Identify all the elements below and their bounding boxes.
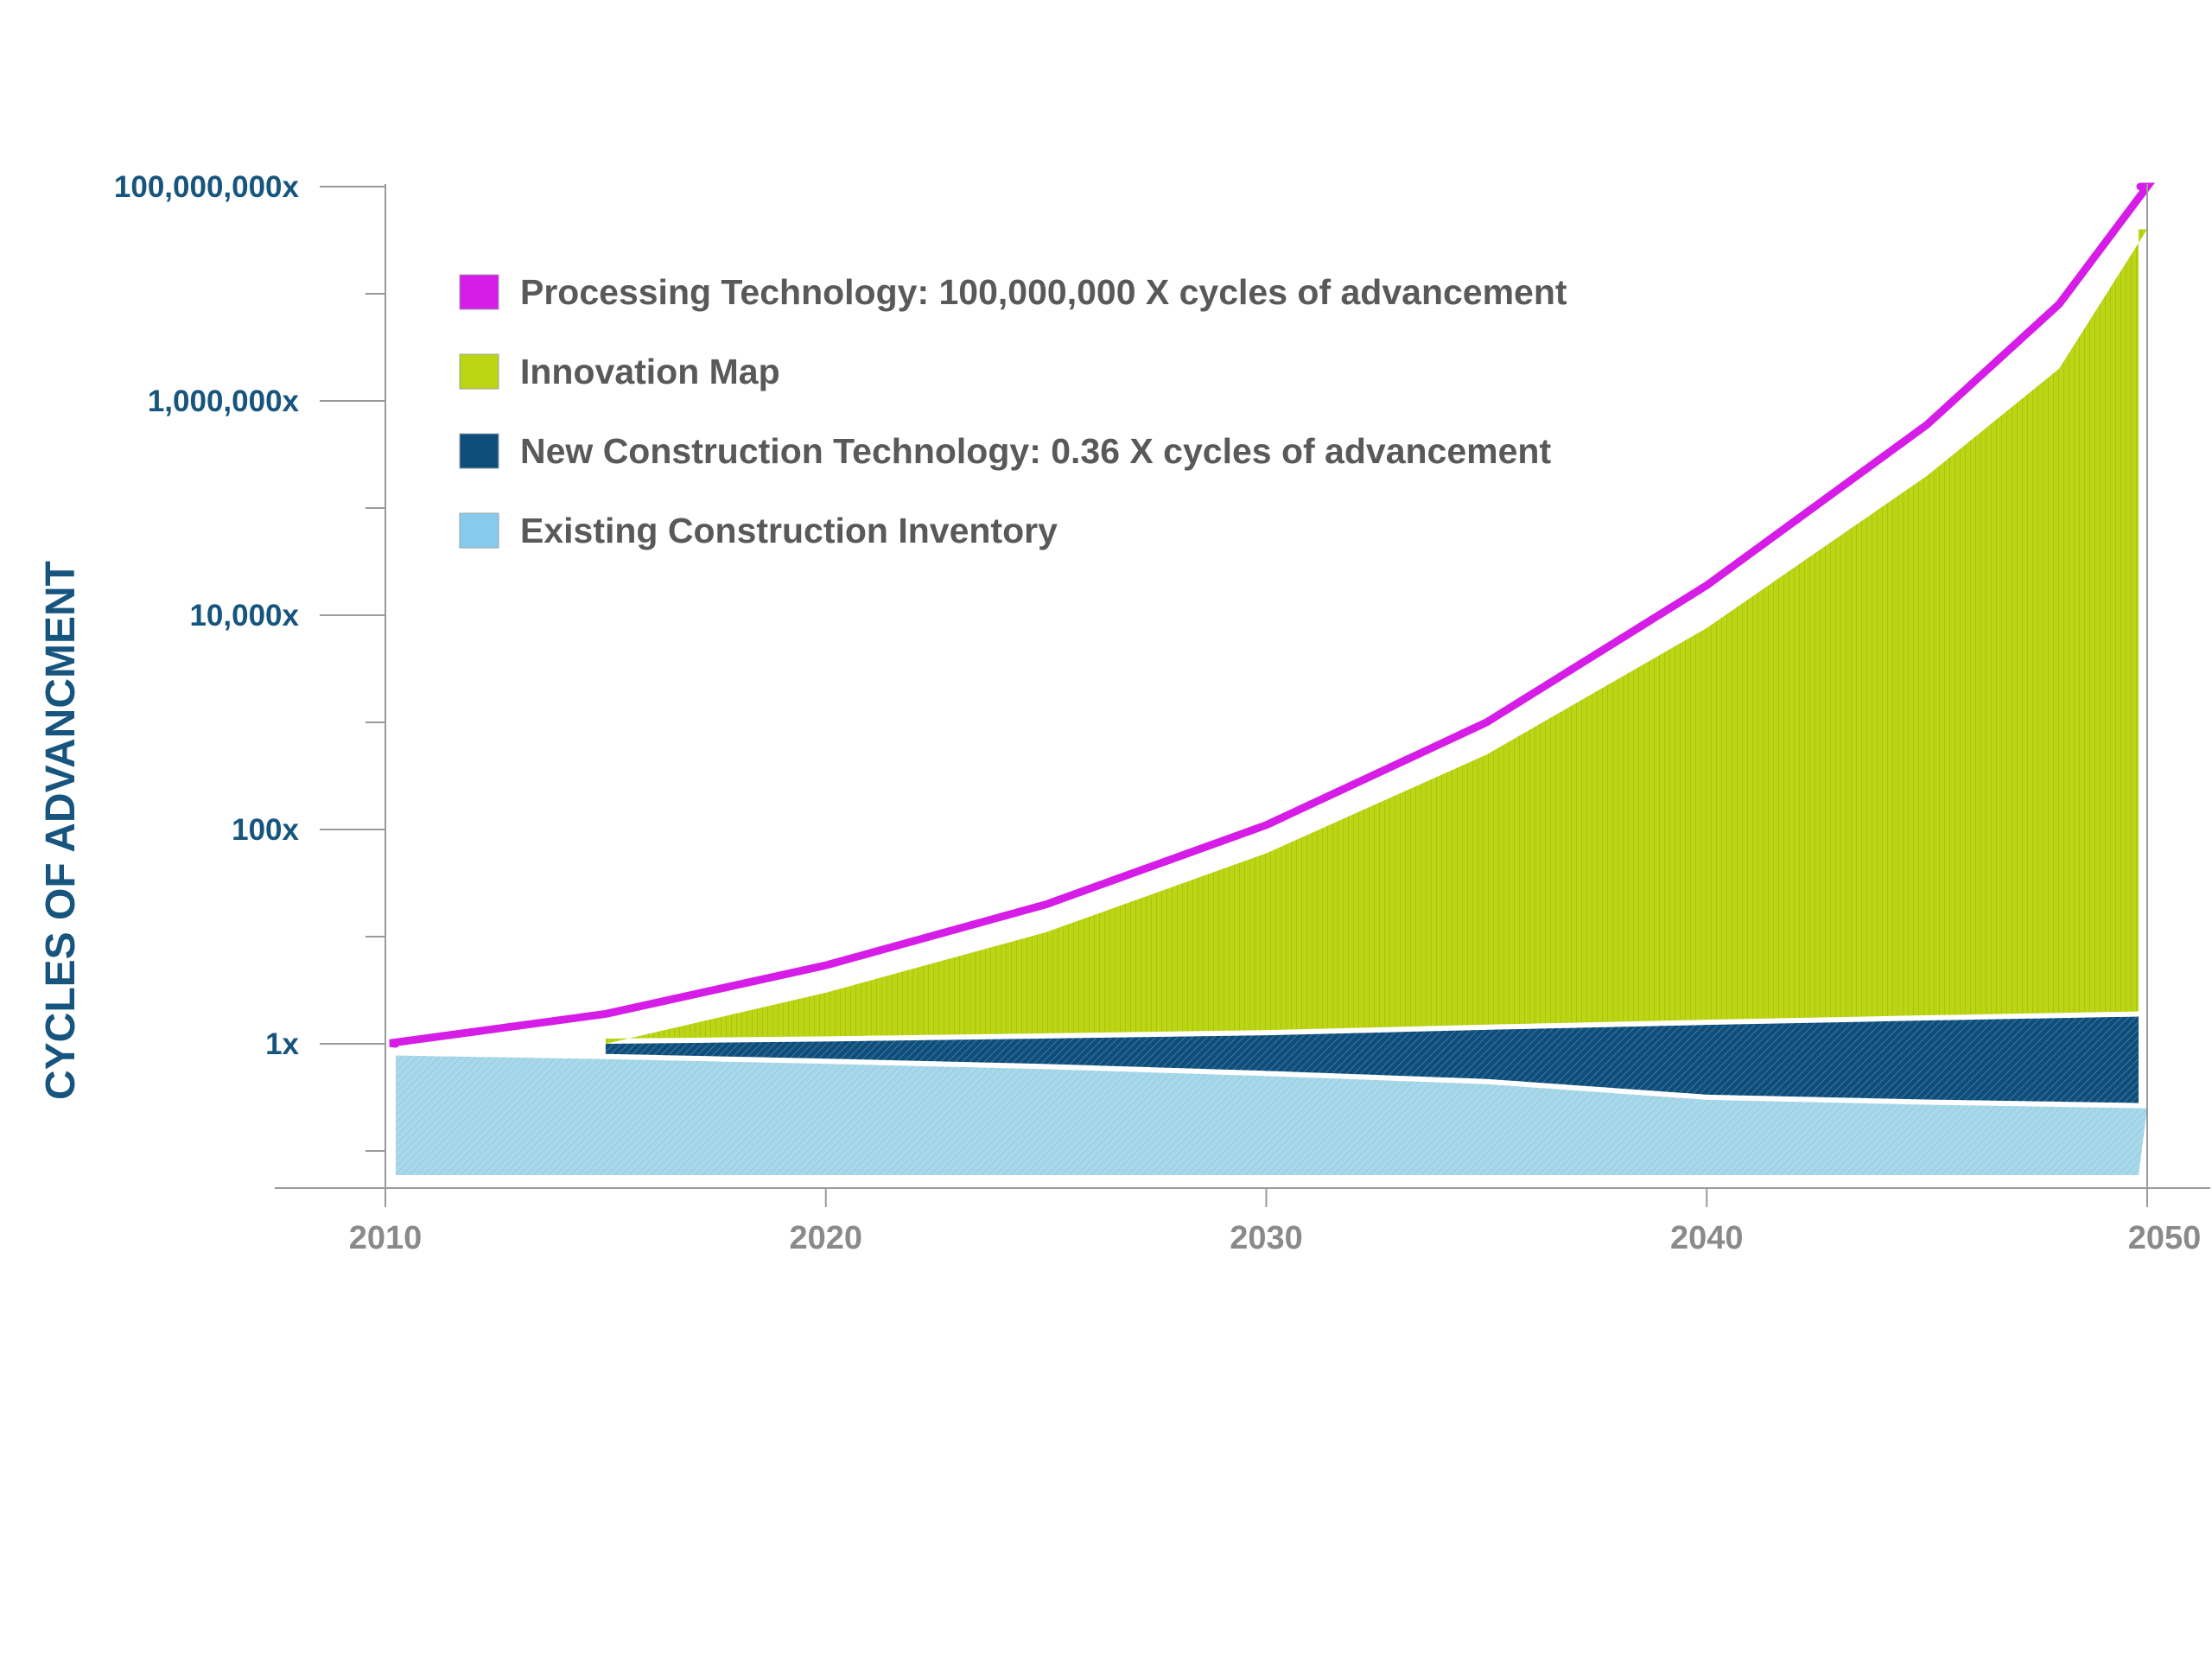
- y-tick-label: 1x: [265, 1027, 299, 1061]
- legend-label: Existing Construction Inventory: [520, 511, 1058, 550]
- area-new-construction-technology: [605, 1016, 2139, 1103]
- plot-lines: [389, 182, 2155, 1048]
- axes: [275, 184, 2210, 1189]
- y-axis-label: CYCLES OF ADVANCMENT: [38, 561, 84, 1100]
- y-tick-label: 10,000x: [189, 599, 299, 632]
- legend: Processing Technology: 100,000,000 X cyc…: [459, 272, 1567, 550]
- x-ticks: 2010 2020 2030 2040 2050: [349, 1188, 2202, 1256]
- legend-swatch: [459, 274, 499, 310]
- area-existing-construction-inventory: [396, 1055, 2147, 1175]
- x-tick-label: 2050: [2128, 1220, 2202, 1256]
- line-processing-technology: [389, 182, 2155, 1048]
- x-tick-label: 2040: [1670, 1220, 1744, 1256]
- y-tick-label: 1,000,000x: [148, 385, 300, 418]
- area-innovation-map: [605, 229, 2147, 1044]
- y-tick-label: 100,000,000x: [114, 170, 300, 204]
- x-tick-label: 2030: [1230, 1220, 1303, 1256]
- y-tick-label: 100x: [232, 813, 299, 847]
- x-tick-label: 2010: [349, 1220, 423, 1256]
- legend-swatch: [459, 512, 499, 549]
- legend-label: Innovation Map: [520, 352, 780, 391]
- y-ticks: 1x 100x 10,000x 1,000,000x 100,000,000x: [114, 170, 385, 1152]
- legend-label: New Construction Technology: 0.36 X cycl…: [520, 431, 1551, 471]
- legend-label: Processing Technology: 100,000,000 X cyc…: [520, 272, 1567, 312]
- legend-swatch: [459, 353, 499, 390]
- legend-swatch: [459, 433, 499, 469]
- plot-areas: [396, 229, 2147, 1175]
- x-tick-label: 2020: [789, 1220, 862, 1256]
